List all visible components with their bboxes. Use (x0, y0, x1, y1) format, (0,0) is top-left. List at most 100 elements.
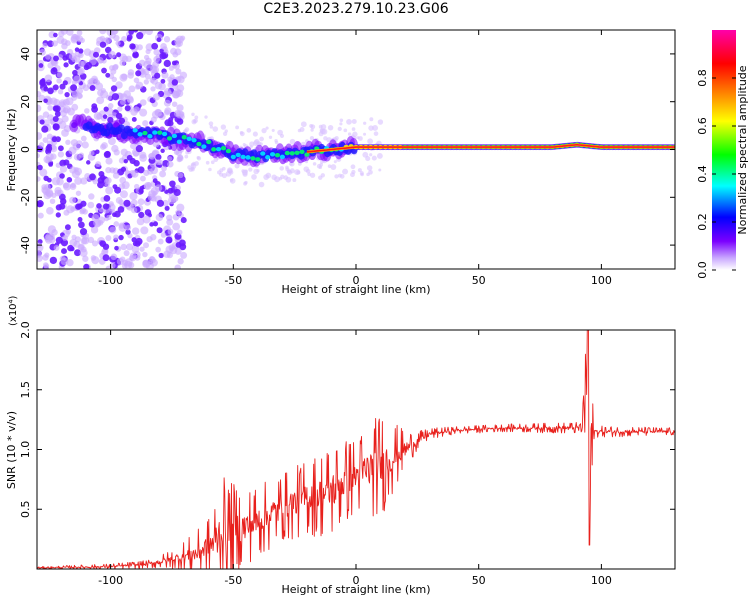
spectrogram-noise-point (43, 86, 49, 92)
spectrogram-noise-point (100, 174, 106, 181)
spectrogram-noise-point (359, 171, 364, 176)
spectrogram-noise-point (62, 55, 68, 61)
spectrogram-noise-point (142, 120, 149, 127)
spectrogram-noise-point (289, 168, 295, 174)
spectrogram-noise-point (155, 153, 162, 161)
spectrogram-noise-point (116, 257, 125, 266)
spectrogram-noise-point (148, 153, 154, 159)
spectrogram-y-label: Frequency (Hz) (5, 109, 18, 192)
spectrogram-noise-point (47, 105, 54, 111)
colorbar-tick-label: 0.0 (696, 261, 709, 279)
spectrogram-noise-point (152, 221, 159, 227)
spectrogram-noise-point (60, 110, 67, 117)
spectrogram-noise-point (155, 246, 162, 253)
spectrogram-noise-point (277, 129, 283, 136)
spectrogram-noise-point (103, 106, 109, 112)
spectrogram-x-tick-label: 50 (472, 274, 486, 287)
spectrogram-noise-point (366, 172, 370, 177)
spectrogram-noise-point (138, 59, 146, 67)
colorbar-tick-label: 0.6 (696, 117, 709, 135)
colorbar-tick-label: 0.2 (696, 213, 709, 231)
spectrogram-noise-point (172, 51, 179, 58)
spectrogram-noise-point (64, 91, 70, 98)
spectrogram-x-tick-label: 0 (353, 274, 360, 287)
spectrogram-noise-point (78, 152, 85, 158)
spectrogram-noise-point (96, 56, 104, 64)
spectrogram-noise-point (152, 178, 158, 184)
spectrogram-noise-point (347, 132, 352, 136)
spectrogram-noise-point (285, 165, 289, 170)
spectrogram-noise-point (37, 201, 40, 207)
spectrogram-noise-point (130, 206, 138, 214)
spectrogram-noise-point (79, 228, 88, 236)
spectrogram-noise-point (110, 30, 119, 35)
spectrogram-noise-point (350, 164, 356, 170)
spectrogram-noise-point (143, 169, 150, 177)
spectrogram-noise-point (132, 51, 139, 58)
spectrogram-ridge-peak (245, 155, 251, 160)
spectrogram-noise-point (42, 262, 49, 268)
spectrogram-noise-point (119, 73, 128, 82)
spectrogram-noise-point (154, 72, 161, 79)
spectrogram-noise-point (59, 165, 68, 173)
spectrogram-ridge-peak (240, 154, 246, 160)
spectrogram-noise-point (176, 118, 184, 125)
spectrogram-noise-point (47, 225, 56, 234)
spectrogram-noise-point (53, 55, 59, 62)
spectrogram-noise-point (244, 180, 248, 185)
spectrogram-noise-point (57, 89, 64, 95)
spectrogram-noise-point (74, 177, 83, 185)
spectrogram-noise-point (64, 224, 71, 231)
spectrogram-noise-point (70, 34, 79, 43)
spectrogram-noise-point (168, 65, 174, 71)
spectrogram-noise-point (117, 206, 125, 213)
spectrogram-noise-point (55, 212, 61, 218)
spectrogram-noise-point (51, 136, 58, 143)
spectrogram-noise-point (91, 256, 100, 265)
spectrogram-noise-point (113, 221, 120, 227)
spectrogram-noise-point (363, 132, 367, 136)
spectrogram-noise-point (37, 250, 42, 259)
spectrogram-ridge-peak (191, 138, 197, 143)
spectrogram-noise-point (140, 175, 146, 182)
spectrogram-noise-point (274, 139, 278, 143)
spectrogram-noise-point (346, 119, 352, 125)
spectrogram-noise-point (337, 173, 342, 178)
spectrogram-noise-point (65, 139, 71, 145)
spectrogram-noise-point (95, 161, 102, 168)
spectrogram-noise-point (115, 112, 123, 119)
spectrogram-ridge-peak (206, 139, 212, 145)
colorbar-tick-label: 0.4 (696, 165, 709, 183)
spectrogram-ridge-peak (269, 152, 276, 157)
spectrogram-noise-point (46, 207, 54, 215)
spectrogram-noise-point (171, 90, 180, 99)
spectrogram-noise-point (159, 52, 167, 60)
spectrogram-noise-point (53, 244, 60, 251)
spectrogram-noise-point (208, 121, 214, 126)
spectrogram-noise-point (71, 95, 78, 101)
spectrogram-noise-point (43, 175, 49, 182)
spectrogram-noise-point (63, 159, 70, 166)
snr-panel: -100 -50 0 50 100 0.5 1.0 1.5 2.0 Height of str… (5, 295, 676, 596)
spectrogram-y-tick-label: 0 (19, 146, 32, 153)
spectrogram-noise-point (37, 212, 44, 219)
spectrogram-noise-point (54, 186, 62, 195)
spectrogram-ridge-peak (211, 147, 217, 152)
spectrogram-noise-point (168, 244, 176, 251)
spectrogram-noise-point (131, 245, 140, 254)
spectrogram-ridge-peak (225, 148, 231, 154)
spectrogram-noise-point (48, 233, 55, 241)
spectrogram-noise-point (123, 199, 131, 207)
spectrogram-noise-point (166, 218, 174, 226)
spectrogram-noise-point (67, 107, 75, 116)
spectrogram-noise-point (173, 196, 179, 202)
spectrogram-noise-point (110, 85, 118, 92)
spectrogram-noise-point (102, 114, 108, 119)
spectrogram-x-tick-label: -50 (224, 274, 242, 287)
spectrogram-noise-point (100, 90, 109, 99)
spectrogram-ridge-peak (196, 141, 202, 147)
spectrogram-noise-point (310, 172, 316, 178)
spectrogram-noise-point (157, 238, 164, 245)
spectrogram-noise-point (160, 232, 167, 238)
spectrogram-noise-point (137, 166, 145, 174)
